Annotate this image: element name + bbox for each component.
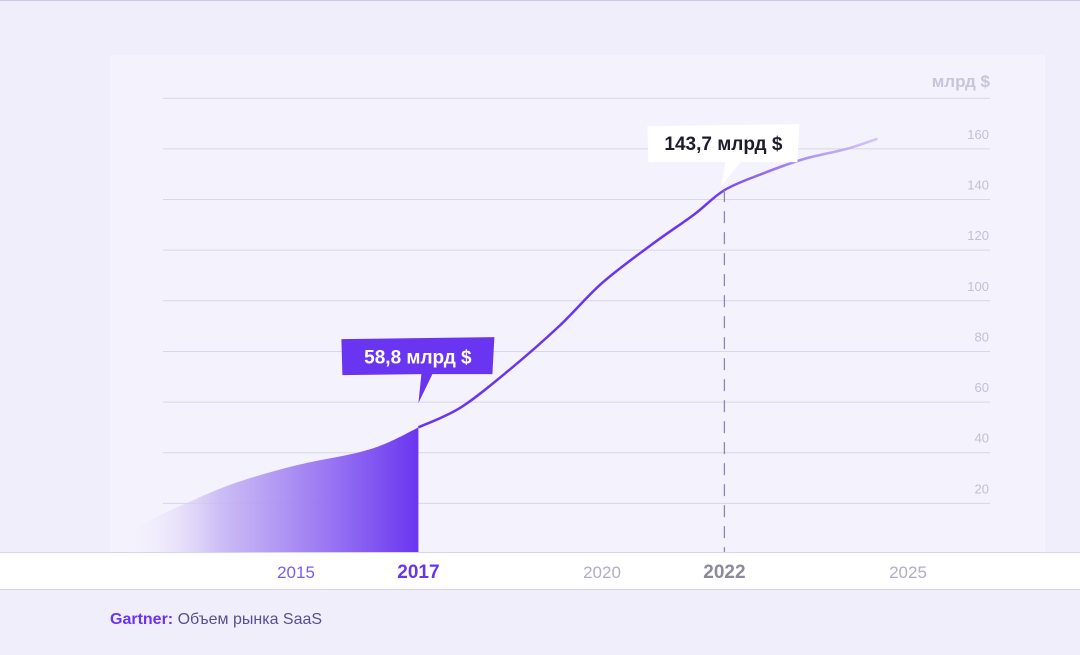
source-caption: Gartner: Объем рынка SaaS	[110, 611, 322, 629]
y-tick-label: 20	[975, 481, 989, 496]
annotation-callout: 58,8 млрд $	[341, 337, 495, 404]
y-axis-unit-label: млрд $	[931, 72, 990, 91]
source-text: Объем рынка SaaS	[177, 611, 323, 628]
y-tick-label: 40	[975, 431, 989, 446]
source-name: Gartner:	[110, 611, 174, 628]
area-fill-to-2017	[112, 427, 419, 552]
annotation-callout: 143,7 млрд $	[647, 124, 800, 187]
y-tick-label: 80	[975, 329, 989, 344]
y-tick-label: 100	[967, 279, 989, 294]
callout-box	[341, 337, 495, 404]
x-tick-label: 2017	[397, 562, 439, 583]
callout-box	[647, 124, 800, 187]
x-tick-label: 2015	[277, 563, 315, 582]
y-tick-label: 160	[967, 127, 989, 142]
y-tick-label: 60	[975, 380, 989, 395]
x-tick-label: 2020	[583, 563, 621, 582]
y-tick-label: 140	[967, 178, 989, 193]
year-axis-strip	[0, 552, 1080, 590]
callout-label: 143,7 млрд $	[664, 134, 782, 155]
plot-background	[110, 55, 1045, 552]
series-line	[417, 137, 878, 429]
x-tick-label: 2022	[703, 562, 745, 583]
x-tick-label: 2025	[889, 563, 927, 582]
y-tick-label: 120	[967, 228, 989, 243]
callout-label: 58,8 млрд $	[364, 348, 472, 369]
top-border	[0, 0, 1080, 1]
